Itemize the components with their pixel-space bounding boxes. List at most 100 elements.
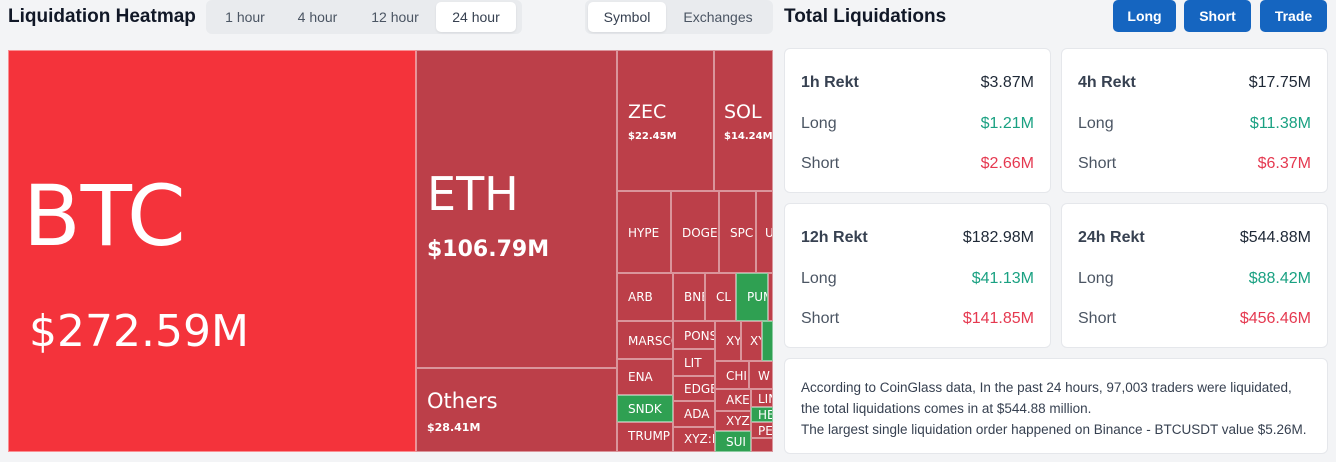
cell-symbol: PONS <box>684 329 715 343</box>
heatmap-cell-hype[interactable]: HYPE <box>617 191 671 273</box>
tab-symbol[interactable]: Symbol <box>588 2 666 32</box>
heatmap-cell-doge[interactable]: DOGE <box>671 191 719 273</box>
heatmap-cell-w[interactable]: W <box>749 361 773 389</box>
cell-symbol: XYZ <box>726 414 750 428</box>
heatmap-cell-eth[interactable]: ETH $106.79M <box>416 50 617 368</box>
long-value: $11.38M <box>1249 115 1311 132</box>
short-label: Short <box>801 310 840 327</box>
trade-button[interactable]: Trade <box>1260 0 1327 32</box>
cell-value: $272.59M <box>29 306 249 357</box>
short-value: $141.85M <box>962 310 1034 327</box>
card-title: 12h Rekt <box>801 229 868 246</box>
heatmap-cell-arb[interactable]: ARB <box>617 273 673 321</box>
short-value: $456.46M <box>1239 310 1311 327</box>
heatmap-cell-ake[interactable]: AKE <box>715 389 751 411</box>
cell-symbol: ADA <box>684 407 710 421</box>
rekt-card-24h: 24h Rekt $544.88M Long $88.42M Short $45… <box>1061 203 1328 348</box>
cell-symbol: PE <box>758 424 773 438</box>
summary-line-1: According to CoinGlass data, In the past… <box>801 380 1292 395</box>
card-title: 24h Rekt <box>1078 229 1145 246</box>
cell-symbol: Others <box>427 389 498 413</box>
heatmap-cell-sol[interactable]: SOL $14.24M <box>714 50 773 191</box>
heatmap-cell-sndk[interactable]: SNDK <box>617 395 673 422</box>
heatmap-cell-trump[interactable]: TRUMP <box>617 422 673 452</box>
long-label: Long <box>801 115 837 132</box>
cell-symbol: XYZ:M <box>684 432 714 446</box>
cell-value: $106.79M <box>427 237 550 262</box>
heatmap-cell-misc-green[interactable] <box>762 321 773 361</box>
cell-symbol: SNDK <box>628 402 662 416</box>
heatmap-cell-chi[interactable]: CHI <box>715 361 749 389</box>
heatmap-cell-misc-2[interactable] <box>751 438 773 452</box>
cell-value: $22.45M <box>628 131 677 142</box>
rekt-card-12h: 12h Rekt $182.98M Long $41.13M Short $14… <box>784 203 1051 348</box>
long-value: $1.21M <box>980 115 1034 132</box>
liquidation-heatmap: BTC $272.59M ETH $106.79M Others $28.41M… <box>8 50 773 452</box>
tab-12-hour[interactable]: 12 hour <box>371 9 419 25</box>
heatmap-cell-xyz-1[interactable]: XYZ <box>715 411 751 431</box>
heatmap-cell-bnb[interactable]: BNE <box>673 273 705 321</box>
heatmap-cell-lin[interactable]: LIN <box>751 389 773 407</box>
heatmap-cell-zec[interactable]: ZEC $22.45M <box>617 50 714 191</box>
heatmap-cell-he[interactable]: HE <box>751 407 773 422</box>
heatmap-cell-u[interactable]: U <box>756 191 773 273</box>
cell-symbol: LIT <box>684 356 702 370</box>
heatmap-cell-cl[interactable]: CL <box>705 273 736 321</box>
long-label: Long <box>1078 115 1114 132</box>
heatmap-cell-edge[interactable]: EDGE <box>673 376 715 401</box>
cell-symbol: HE <box>758 408 773 422</box>
heatmap-cell-pons[interactable]: PONS <box>673 321 715 349</box>
cell-symbol: PUM <box>747 290 767 304</box>
long-value: $88.42M <box>1248 270 1311 287</box>
cell-symbol: SPC <box>730 226 754 240</box>
cell-symbol: XY <box>726 334 741 348</box>
heatmap-title: Liquidation Heatmap <box>8 6 196 27</box>
cell-symbol: CL <box>716 290 732 304</box>
card-total: $17.75M <box>1248 74 1311 91</box>
cell-symbol: BTC <box>23 167 186 265</box>
heatmap-cell-pump[interactable]: PUM <box>736 273 768 321</box>
total-liquidations-title: Total Liquidations <box>784 6 947 27</box>
long-label: Long <box>801 270 837 287</box>
heatmap-cell-ada[interactable]: ADA <box>673 401 715 427</box>
tab-4-hour[interactable]: 4 hour <box>297 9 338 25</box>
long-button[interactable]: Long <box>1113 0 1176 32</box>
rekt-card-1h: 1h Rekt $3.87M Long $1.21M Short $2.66M <box>784 48 1051 193</box>
short-button[interactable]: Short <box>1184 0 1251 32</box>
card-title: 4h Rekt <box>1078 74 1136 91</box>
heatmap-cell-xyz-2[interactable]: XYZ:M <box>673 427 715 452</box>
heatmap-cell-xy-1[interactable]: XY <box>715 321 741 361</box>
heatmap-cell-lit[interactable]: LIT <box>673 349 715 376</box>
cell-value: $14.24M <box>724 131 773 142</box>
card-total: $182.98M <box>962 229 1034 246</box>
liquidation-summary: According to CoinGlass data, In the past… <box>784 358 1328 454</box>
heatmap-cell-spc[interactable]: SPC <box>719 191 756 273</box>
cell-symbol: LIN <box>758 392 772 406</box>
tab-24-hour[interactable]: 24 hour <box>436 2 516 32</box>
short-label: Short <box>1078 310 1117 327</box>
short-value: $6.37M <box>1257 155 1311 172</box>
cell-symbol: XY <box>750 334 761 348</box>
short-label: Short <box>1078 155 1117 172</box>
summary-line-3: The largest single liquidation order hap… <box>801 422 1307 437</box>
heatmap-cell-marsc[interactable]: MARSCO <box>617 321 673 359</box>
heatmap-cell-ena[interactable]: ENA <box>617 359 673 395</box>
cell-symbol: ZEC <box>628 101 667 123</box>
heatmap-cell-pe[interactable]: PE <box>751 422 773 438</box>
view-selector: Symbol Exchanges <box>585 0 773 34</box>
cell-value: $28.41M <box>427 421 481 434</box>
cell-symbol: BNE <box>684 290 704 304</box>
card-total: $3.87M <box>980 74 1034 91</box>
short-value: $2.66M <box>980 155 1034 172</box>
heatmap-cell-xy-2[interactable]: XY <box>741 321 762 361</box>
tab-1-hour[interactable]: 1 hour <box>225 9 265 25</box>
tab-exchanges[interactable]: Exchanges <box>683 9 753 25</box>
heatmap-cell-others[interactable]: Others $28.41M <box>416 368 617 452</box>
card-title: 1h Rekt <box>801 74 859 91</box>
heatmap-cell-sui[interactable]: SUI <box>715 431 751 452</box>
cell-symbol: DOGE <box>682 226 718 240</box>
cell-symbol: HYPE <box>628 226 660 240</box>
cell-symbol: ENA <box>628 370 653 384</box>
heatmap-cell-misc[interactable] <box>768 273 773 321</box>
heatmap-cell-btc[interactable]: BTC $272.59M <box>8 50 416 452</box>
